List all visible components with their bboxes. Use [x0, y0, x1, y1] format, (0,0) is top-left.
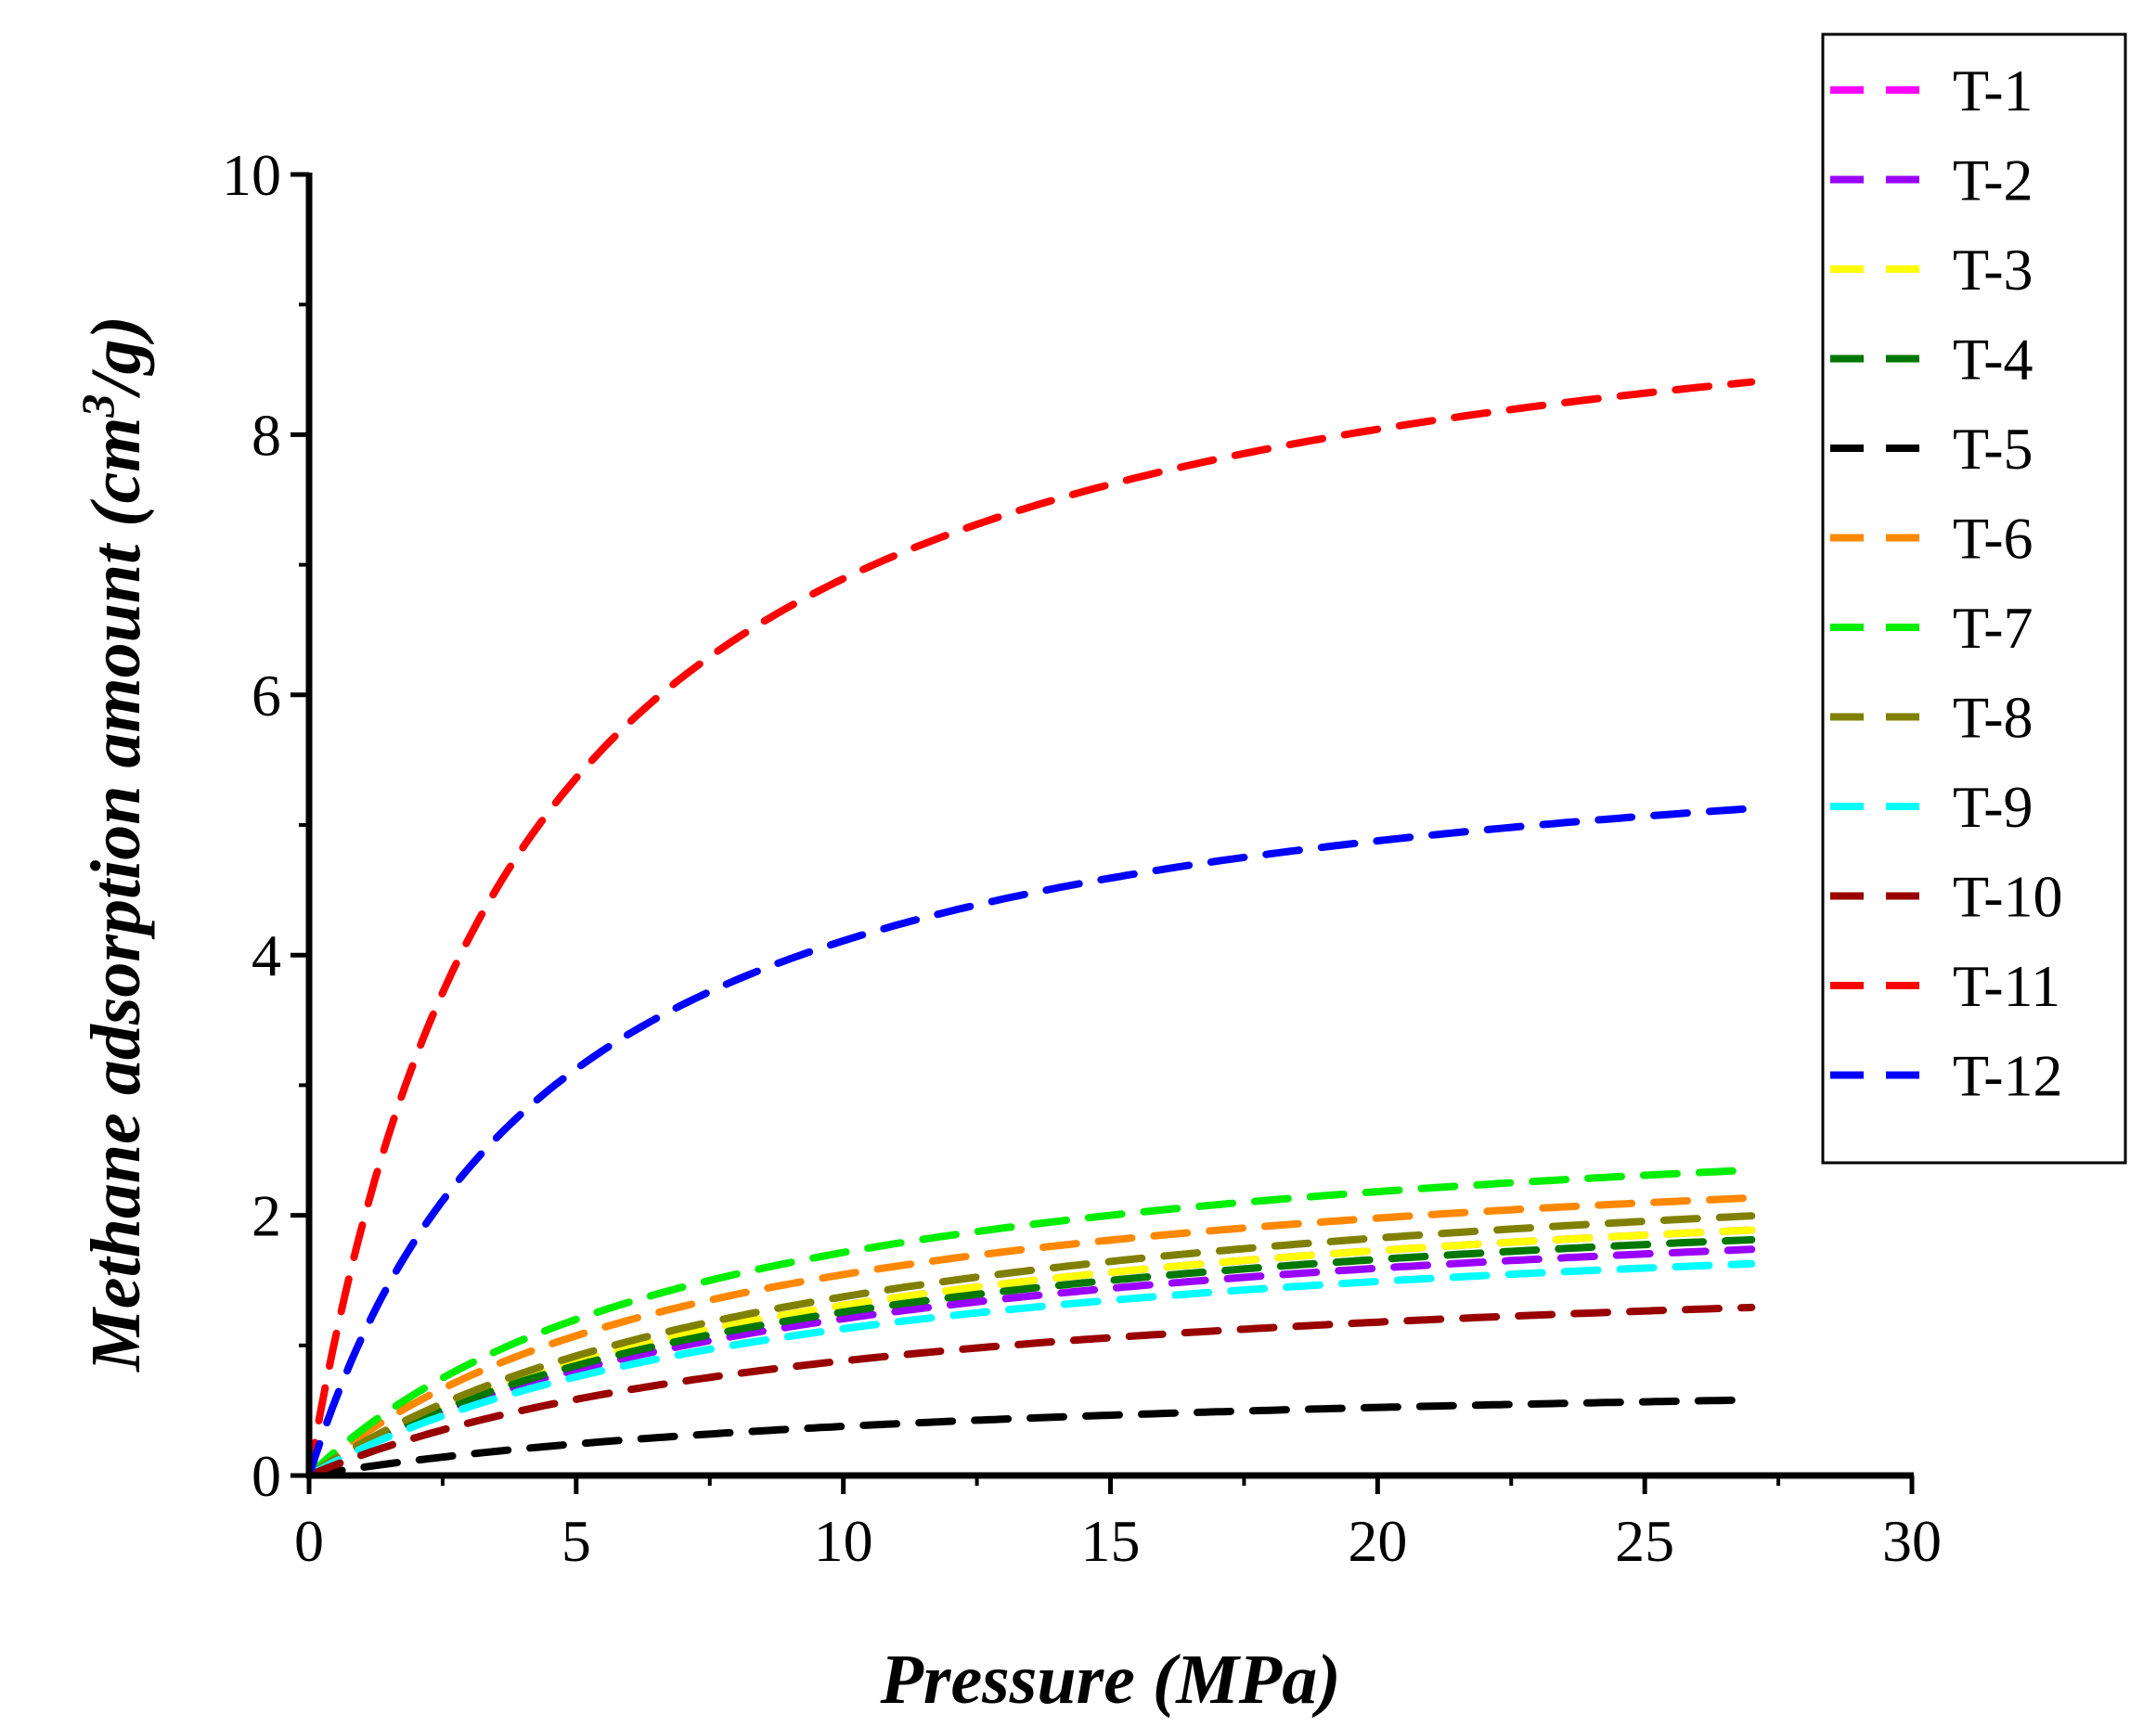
- legend-label: T-10: [1953, 864, 2063, 930]
- y-tick-label: 6: [252, 663, 281, 728]
- legend-label: T-4: [1953, 327, 2033, 393]
- legend-item: T-8: [1830, 685, 2033, 751]
- series-line-T-4: [305, 1235, 1756, 1479]
- legend-item: T-10: [1830, 864, 2063, 930]
- series-line-T-5: [305, 1396, 1756, 1479]
- series-line-T-12: [305, 805, 1756, 1479]
- y-tick-label: 10: [222, 142, 281, 208]
- y-axis-title-main: Methane adsorption amount (cm: [77, 418, 155, 1373]
- ticks: 0 5 10 15 20 25 30 0 2 4 6 8 10: [222, 142, 1942, 1574]
- y-axis-title-sup: 3: [71, 394, 123, 419]
- legend-item: T-2: [1830, 148, 2033, 213]
- legend-label: T-8: [1953, 685, 2033, 751]
- legend-item: T-11: [1830, 953, 2060, 1019]
- axes: [305, 173, 1914, 1479]
- series-line-T-10: [305, 1303, 1756, 1479]
- legend-label: T-11: [1953, 953, 2060, 1019]
- x-tick-label: 10: [814, 1508, 873, 1574]
- legend-label: T-1: [1953, 58, 2033, 123]
- legend-label: T-12: [1953, 1043, 2063, 1109]
- legend-label: T-6: [1953, 506, 2033, 572]
- legend-item: T-5: [1830, 416, 2033, 482]
- x-tick-label: 5: [562, 1508, 591, 1574]
- series-line-T-8: [305, 1212, 1756, 1479]
- y-tick-label: 2: [252, 1183, 281, 1249]
- legend-item: T-3: [1830, 237, 2033, 303]
- series-line-T-2: [305, 1245, 1756, 1479]
- legend-item: T-6: [1830, 506, 2033, 572]
- x-tick-label: 30: [1882, 1508, 1942, 1574]
- x-tick-label: 0: [294, 1508, 324, 1574]
- series-line-T-9: [305, 1259, 1756, 1479]
- legend-label: T-5: [1953, 416, 2033, 482]
- legend-label: T-9: [1953, 774, 2033, 840]
- legend-item: T-4: [1830, 327, 2033, 393]
- legend-label: T-3: [1953, 237, 2033, 303]
- legend-box: [1821, 32, 2127, 1165]
- legend-item: T-9: [1830, 774, 2033, 840]
- series-layer: [305, 378, 1756, 1479]
- series-line-T-3: [305, 1226, 1756, 1479]
- y-axis-title-tail: /g): [77, 316, 155, 398]
- legend: T-1 T-2 T-3 T-4 T-5 T-6 T-7 T-8 T-9 T-10 T-11 T-12: [1821, 32, 2127, 1165]
- x-tick-label: 20: [1348, 1508, 1407, 1574]
- y-tick-label: 0: [252, 1443, 281, 1509]
- series-line-T-6: [305, 1193, 1756, 1479]
- x-tick-label: 25: [1615, 1508, 1674, 1574]
- legend-label: T-2: [1953, 148, 2033, 213]
- series-line-T-7: [305, 1166, 1756, 1479]
- legend-item: T-1: [1830, 58, 2033, 123]
- y-axis-title: Methane adsorption amount (cm3/g): [71, 316, 155, 1373]
- legend-label: T-7: [1953, 595, 2033, 661]
- y-tick-label: 4: [252, 922, 281, 988]
- series-line-T-11: [305, 378, 1756, 1479]
- y-tick-label: 8: [252, 402, 281, 468]
- legend-item: T-12: [1830, 1043, 2063, 1109]
- x-tick-label: 15: [1081, 1508, 1141, 1574]
- legend-item: T-7: [1830, 595, 2033, 661]
- x-axis-title: Pressure (MPa): [879, 1641, 1340, 1719]
